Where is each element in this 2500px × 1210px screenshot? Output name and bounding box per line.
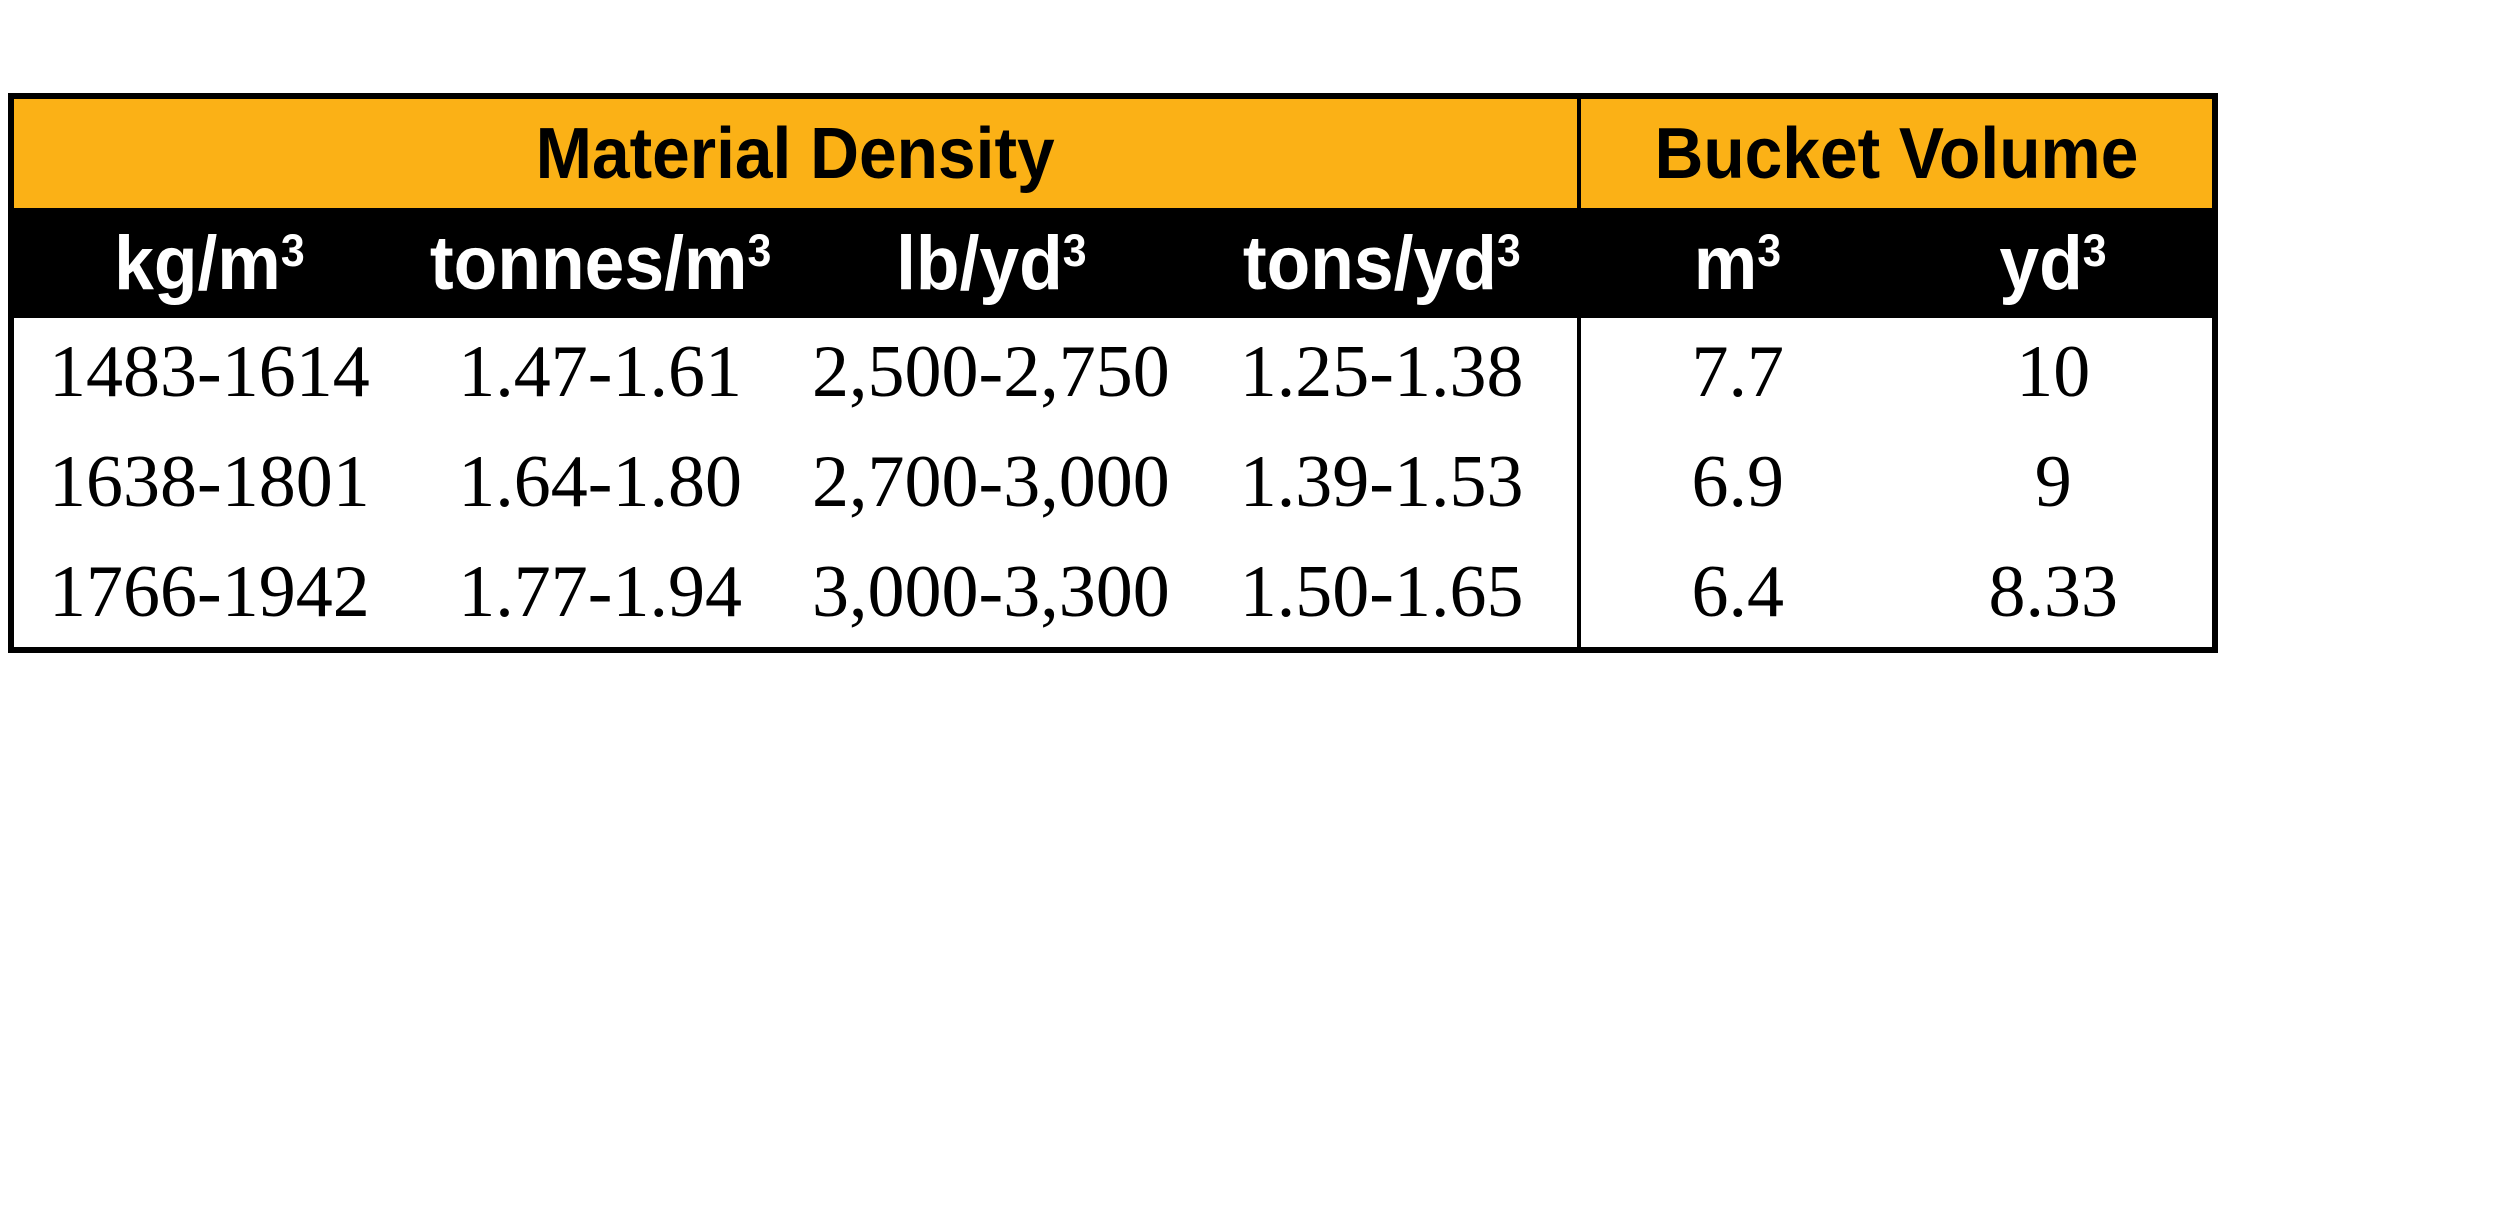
column-header-tonnes-m3-label: tonnes/m3: [429, 220, 771, 306]
table-cell-r2-m3: 6.9: [1577, 427, 1895, 538]
table-cell-r1-tonnes-m3: 1.47-1.61: [404, 318, 796, 428]
column-header-yd3-label: yd3: [1999, 220, 2107, 306]
column-header-tons-yd3-label: tons/yd3: [1242, 220, 1521, 306]
column-header-kg-m3-label: kg/m3: [114, 220, 305, 306]
column-header-m3-label: m3: [1694, 220, 1782, 306]
table-cell-r1-m3: 7.7: [1577, 318, 1895, 428]
column-header-m3: m3: [1577, 208, 1895, 318]
table-cell-r2-lb-yd3: 2,700-3,000: [795, 427, 1187, 538]
column-header-lb-yd3: lb/yd3: [795, 208, 1187, 318]
group-header-material-density-label: Material Density: [535, 113, 1056, 194]
table-cell-r3-m3: 6.4: [1577, 537, 1895, 647]
column-header-lb-yd3-label: lb/yd3: [895, 220, 1087, 306]
table-cell-r2-kg-m3: 1638-1801: [14, 427, 405, 538]
table-cell-r3-kg-m3: 1766-1942: [14, 537, 405, 647]
table-cell-r3-yd3: 8.33: [1894, 537, 2212, 647]
material-density-bucket-volume-table: Material Density Bucket Volume kg/m3 ton…: [8, 93, 2218, 653]
column-header-tons-yd3: tons/yd3: [1186, 208, 1577, 318]
column-header-tonnes-m3: tonnes/m3: [404, 208, 796, 318]
column-header-kg-m3: kg/m3: [14, 208, 405, 318]
table-cell-r3-tons-yd3: 1.50-1.65: [1186, 537, 1577, 647]
group-header-material-density: Material Density: [14, 99, 1577, 208]
table-cell-r1-lb-yd3: 2,500-2,750: [795, 318, 1187, 428]
table-cell-r2-tonnes-m3: 1.64-1.80: [404, 427, 796, 538]
table-cell-r3-tonnes-m3: 1.77-1.94: [404, 537, 796, 647]
table-cell-r2-tons-yd3: 1.39-1.53: [1186, 427, 1577, 538]
group-header-bucket-volume: Bucket Volume: [1577, 99, 2212, 208]
table-cell-r1-yd3: 10: [1894, 318, 2212, 428]
table-cell-r3-lb-yd3: 3,000-3,300: [795, 537, 1187, 647]
group-header-bucket-volume-label: Bucket Volume: [1654, 113, 2139, 194]
table-cell-r2-yd3: 9: [1894, 427, 2212, 538]
table-cell-r1-tons-yd3: 1.25-1.38: [1186, 318, 1577, 428]
column-header-yd3: yd3: [1894, 208, 2212, 318]
table-cell-r1-kg-m3: 1483-1614: [14, 318, 405, 428]
